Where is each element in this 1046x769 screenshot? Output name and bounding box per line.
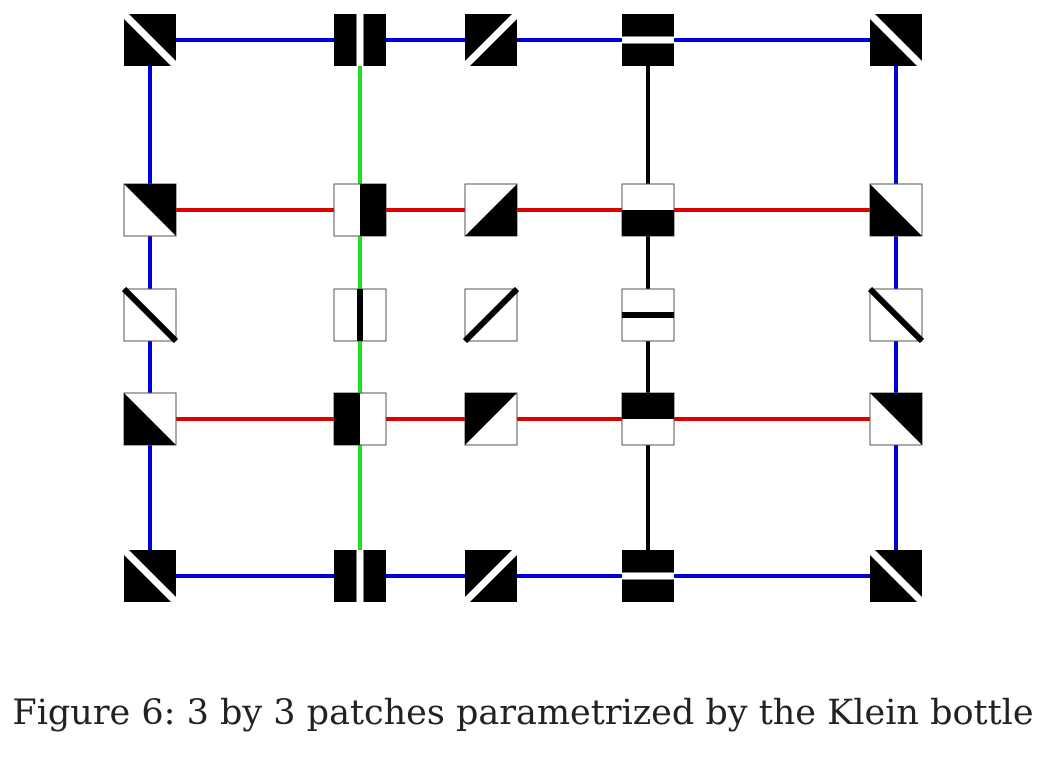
patch-line bbox=[463, 287, 519, 343]
patch-half bbox=[123, 183, 177, 237]
patch-white-bar bbox=[124, 550, 176, 602]
patch-shaded-region bbox=[465, 184, 517, 236]
patch-inv-line bbox=[622, 14, 674, 66]
patch-inv-line bbox=[870, 550, 922, 602]
edge-layer bbox=[148, 38, 898, 578]
patch-half bbox=[621, 392, 675, 446]
patch-half bbox=[464, 392, 518, 446]
patch-shaded-region bbox=[465, 393, 517, 445]
patch-half bbox=[464, 183, 518, 237]
patch-inv-line bbox=[124, 14, 176, 66]
patch-half bbox=[333, 392, 387, 446]
patch-shaded-region bbox=[870, 393, 922, 445]
patch-shaded-region bbox=[334, 393, 360, 445]
patch-black-bar bbox=[463, 287, 519, 343]
patch-inv-line bbox=[465, 550, 517, 602]
patch-inv-line bbox=[870, 14, 922, 66]
patch-half bbox=[123, 392, 177, 446]
patch-white-bar bbox=[465, 14, 517, 66]
patch-shaded-region bbox=[124, 184, 176, 236]
patch-inv-line bbox=[622, 550, 674, 602]
patch-white-bar bbox=[465, 550, 517, 602]
patch-line bbox=[868, 287, 924, 343]
patch-half bbox=[333, 183, 387, 237]
figure-caption: Figure 6: 3 by 3 patches parametrized by… bbox=[12, 693, 1034, 733]
patch-black-bar bbox=[868, 287, 924, 343]
patch-half bbox=[869, 392, 923, 446]
patch-white-bar bbox=[870, 14, 922, 66]
patch-shaded-region bbox=[870, 184, 922, 236]
patch-white-bar bbox=[870, 550, 922, 602]
patch-half bbox=[869, 183, 923, 237]
patch-white-bar bbox=[124, 14, 176, 66]
patch-shaded-region bbox=[360, 184, 386, 236]
patch-black-bar bbox=[122, 287, 178, 343]
patch-line bbox=[122, 287, 178, 343]
patch-line bbox=[621, 288, 675, 342]
klein-bottle-patch-diagram bbox=[122, 14, 924, 602]
patch-shaded-region bbox=[622, 210, 674, 236]
patch-shaded-region bbox=[622, 393, 674, 419]
patch-inv-line bbox=[334, 550, 386, 602]
patch-shaded-region bbox=[124, 393, 176, 445]
patch-line bbox=[333, 288, 387, 342]
patch-half bbox=[621, 183, 675, 237]
patch-inv-line bbox=[334, 14, 386, 66]
patch-layer bbox=[122, 14, 924, 602]
patch-inv-line bbox=[465, 14, 517, 66]
patch-inv-line bbox=[124, 550, 176, 602]
